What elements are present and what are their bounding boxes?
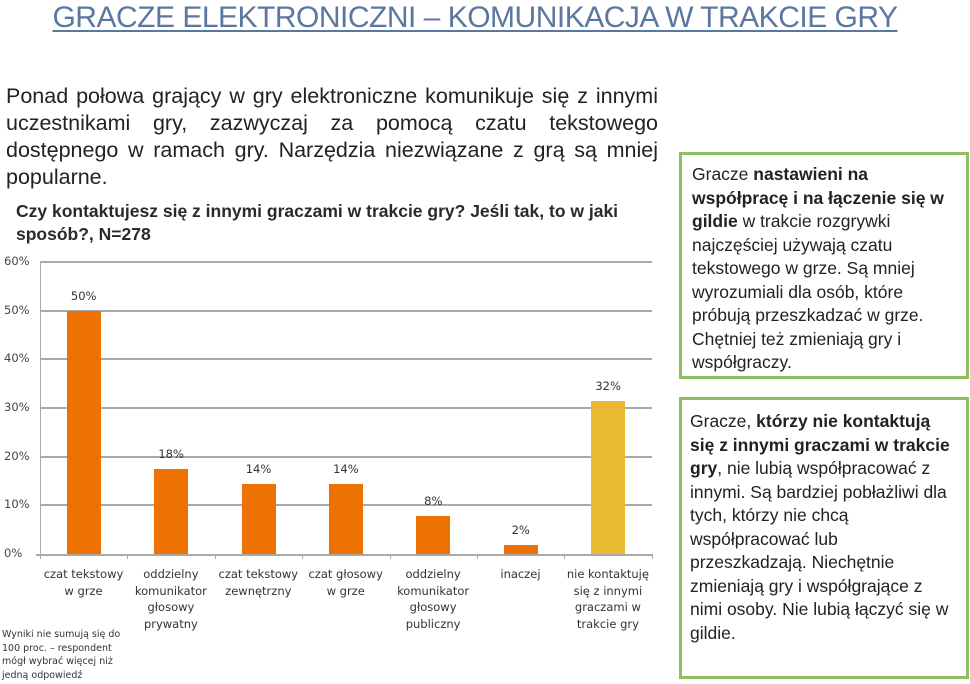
bar-value-label: 14% [245, 462, 272, 477]
intro-paragraph: Ponad połowa grający w gry elektroniczne… [6, 84, 658, 189]
bar-value-label: 14% [333, 462, 359, 477]
bar [416, 516, 451, 554]
gridline [40, 309, 652, 312]
chart-footnote: Wyniki nie sumują się do 100 proc. – res… [2, 629, 121, 681]
x-tick [564, 554, 566, 559]
x-tick [302, 554, 304, 559]
bar-value-label: 18% [158, 446, 184, 461]
callout-text: w trakcie rozgrywki najczęściej używają … [692, 211, 924, 372]
bar [328, 484, 363, 554]
bar-value-label: 2% [511, 523, 530, 538]
category-label: czat tekstowy zewnętrzny [218, 567, 299, 598]
bar [503, 545, 538, 554]
y-tick-label: 40% [4, 351, 30, 366]
y-tick-label: 60% [4, 253, 30, 268]
gridline [40, 358, 652, 361]
bar [154, 468, 189, 554]
x-tick [127, 554, 129, 559]
bar-value-label: 32% [595, 378, 621, 393]
x-tick [40, 554, 41, 559]
non-contacting-players-callout: Gracze, którzy nie kontaktują się z inny… [679, 397, 969, 679]
bar [66, 310, 101, 554]
category-label: nie kontaktuję się z innymi graczami w t… [566, 567, 649, 631]
x-tick [477, 554, 478, 559]
y-tick-label: 10% [4, 497, 30, 512]
category-label: oddzielny komunikator głosowy publiczny [397, 567, 470, 631]
gridline [40, 406, 652, 409]
category-label: czat głosowy w grze [308, 567, 383, 598]
bar-value-label: 8% [424, 494, 443, 508]
callout-text: Gracze, [690, 411, 757, 431]
y-tick-label: 30% [4, 399, 30, 414]
x-tick [651, 554, 653, 559]
callout-text: , nie lubią współpracować z innymi. Są b… [690, 458, 949, 643]
bar-chart: 0% 10% 20% 30% 40% 50% 60% 50% czat tekstowy w g… [0, 250, 670, 684]
page-title: GRACZE ELEKTRONICZNI – KOMUNIKACJA W TRA… [0, 0, 950, 36]
callout-bold-text: nastawieni na współpracę i na łączenie s… [692, 164, 944, 231]
x-tick [214, 554, 216, 559]
y-tick-label: 50% [4, 302, 30, 317]
bar [591, 400, 626, 554]
y-tick-label: 0% [4, 546, 23, 560]
x-tick [389, 554, 391, 559]
bar-value-label: 50% [70, 288, 97, 303]
page-title-text: GRACZE ELEKTRONICZNI – KOMUNIKACJA W TRA… [52, 1, 898, 34]
callout-text: Gracze [692, 164, 754, 184]
x-axis [36, 554, 652, 556]
cooperative-players-callout: Gracze nastawieni na współpracę i na łąc… [679, 152, 969, 379]
callout-bold-text: którzy nie kontaktują się z innymi gracz… [690, 411, 950, 478]
chart-question: Czy kontaktujesz się z innymi graczami w… [16, 201, 619, 244]
bar [241, 484, 276, 554]
gridline [40, 260, 652, 263]
category-label: inaczej [500, 567, 541, 581]
y-tick-label: 20% [4, 448, 30, 463]
category-label: oddzielny komunikator głosowy prywatny [134, 567, 207, 631]
category-label: czat tekstowy w grze [43, 567, 124, 598]
gridline [40, 455, 652, 458]
